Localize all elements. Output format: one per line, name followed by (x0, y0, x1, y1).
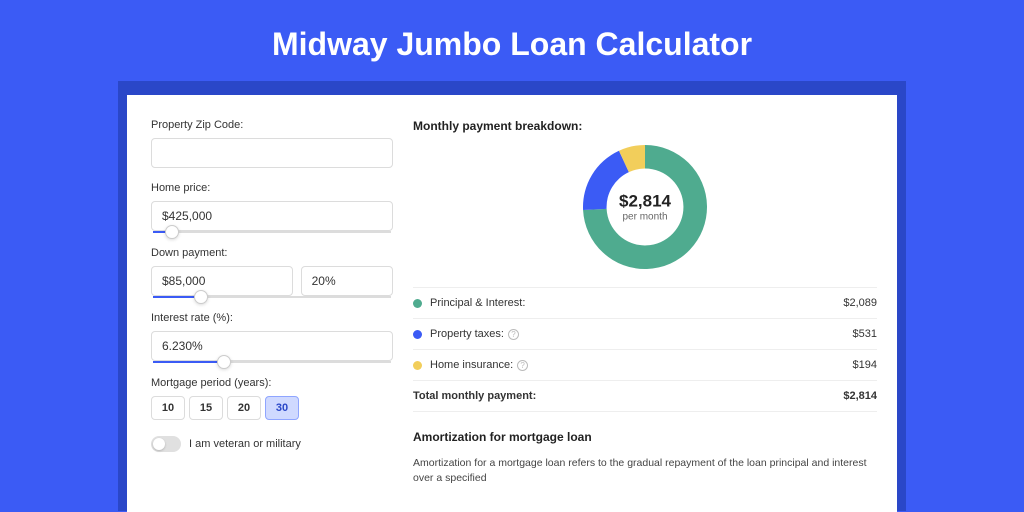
donut-chart: $2,814 per month (583, 145, 707, 269)
field-interest-rate: Interest rate (%): (151, 312, 393, 363)
donut-sub: per month (619, 212, 671, 223)
amortization-title: Amortization for mortgage loan (413, 430, 877, 444)
info-icon[interactable]: ? (517, 360, 528, 371)
breakdown-legend: Principal & Interest:$2,089Property taxe… (413, 287, 877, 412)
slider-thumb[interactable] (194, 290, 208, 304)
interest-rate-slider[interactable] (153, 361, 391, 363)
legend-total-label: Total monthly payment: (413, 390, 843, 402)
legend-value: $531 (853, 328, 877, 340)
form-column: Property Zip Code: Home price: Down paym… (151, 119, 393, 512)
breakdown-title: Monthly payment breakdown: (413, 119, 877, 133)
field-home-price: Home price: (151, 182, 393, 233)
period-options: 10152030 (151, 396, 393, 420)
mortgage-period-label: Mortgage period (years): (151, 377, 393, 389)
legend-value: $194 (853, 359, 877, 371)
panel-backdrop: Property Zip Code: Home price: Down paym… (118, 81, 906, 511)
down-payment-label: Down payment: (151, 247, 393, 259)
toggle-knob (153, 438, 165, 450)
legend-row-total: Total monthly payment:$2,814 (413, 380, 877, 412)
legend-label: Home insurance:? (430, 359, 853, 371)
field-zip: Property Zip Code: (151, 119, 393, 168)
period-btn-20[interactable]: 20 (227, 396, 261, 420)
amortization-text: Amortization for a mortgage loan refers … (413, 456, 877, 485)
field-mortgage-period: Mortgage period (years): 10152030 (151, 377, 393, 420)
legend-total-value: $2,814 (843, 390, 877, 402)
home-price-input[interactable] (151, 201, 393, 231)
calculator-panel: Property Zip Code: Home price: Down paym… (127, 95, 897, 512)
down-payment-pct-input[interactable] (301, 266, 393, 296)
period-btn-15[interactable]: 15 (189, 396, 223, 420)
legend-value: $2,089 (843, 297, 877, 309)
veteran-row: I am veteran or military (151, 436, 393, 452)
legend-label: Principal & Interest: (430, 297, 843, 309)
page-title: Midway Jumbo Loan Calculator (0, 0, 1024, 81)
legend-label: Property taxes:? (430, 328, 853, 340)
interest-rate-label: Interest rate (%): (151, 312, 393, 324)
slider-thumb[interactable] (217, 355, 231, 369)
legend-row: Principal & Interest:$2,089 (413, 287, 877, 318)
legend-row: Property taxes:?$531 (413, 318, 877, 349)
legend-dot (413, 330, 422, 339)
breakdown-column: Monthly payment breakdown: $2,814 per mo… (413, 119, 877, 512)
legend-dot (413, 361, 422, 370)
slider-fill (153, 361, 224, 363)
legend-row: Home insurance:?$194 (413, 349, 877, 380)
donut-amount: $2,814 (619, 192, 671, 212)
veteran-label: I am veteran or military (189, 438, 301, 450)
amortization-section: Amortization for mortgage loan Amortizat… (413, 430, 877, 485)
veteran-toggle[interactable] (151, 436, 181, 452)
period-btn-30[interactable]: 30 (265, 396, 299, 420)
zip-input[interactable] (151, 138, 393, 168)
slider-thumb[interactable] (165, 225, 179, 239)
down-payment-input[interactable] (151, 266, 293, 296)
down-payment-slider[interactable] (153, 296, 391, 298)
zip-label: Property Zip Code: (151, 119, 393, 131)
field-down-payment: Down payment: (151, 247, 393, 298)
donut-chart-wrap: $2,814 per month (413, 145, 877, 269)
period-btn-10[interactable]: 10 (151, 396, 185, 420)
home-price-label: Home price: (151, 182, 393, 194)
donut-center: $2,814 per month (619, 192, 671, 223)
home-price-slider[interactable] (153, 231, 391, 233)
legend-dot (413, 299, 422, 308)
interest-rate-input[interactable] (151, 331, 393, 361)
info-icon[interactable]: ? (508, 329, 519, 340)
